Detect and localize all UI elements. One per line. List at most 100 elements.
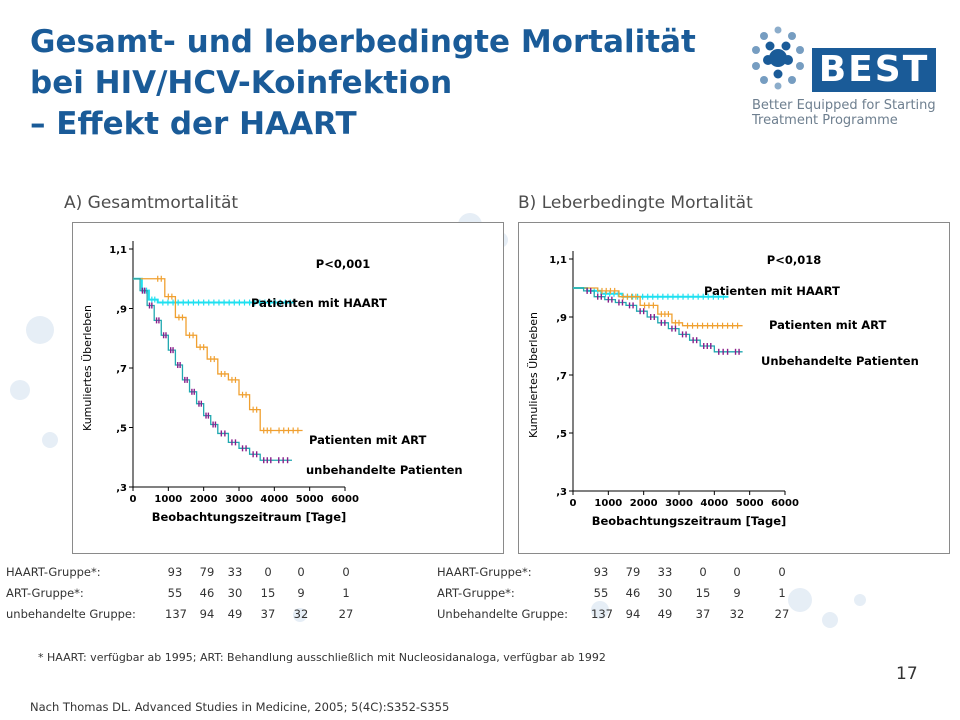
row-value: 49 — [657, 607, 673, 621]
row-value: 33 — [227, 565, 243, 579]
row-value: 93 — [167, 565, 183, 579]
row-value: 49 — [227, 607, 243, 621]
row-label: Unbehandelte Gruppe: — [437, 607, 568, 621]
row-value: 0 — [264, 565, 272, 579]
row-value: 27 — [774, 607, 790, 621]
table-row: Unbehandelte Gruppe: 137 94 49 37 32 27 — [437, 607, 857, 628]
x-tick-label: 6000 — [771, 498, 799, 509]
row-value: 0 — [342, 565, 350, 579]
x-tick-label: 1000 — [154, 494, 182, 505]
row-label: ART-Gruppe*: — [6, 586, 84, 600]
dot-sphere-icon — [752, 26, 804, 90]
chart-panel-b: ,3 ,5 ,7 ,9 1,1 0 1000 2000 3000 4000 5000 6000 Beob… — [518, 222, 950, 554]
x-tick-label: 5000 — [736, 498, 764, 509]
series-label-3: Unbehandelte Patienten — [761, 354, 919, 368]
panel-b-title: B) Leberbedingte Mortalität — [518, 193, 753, 213]
x-tick-label: 6000 — [331, 494, 359, 505]
row-value: 0 — [778, 565, 786, 579]
y-axis-title: Kumuliertes Überleben — [81, 305, 94, 431]
row-value: 93 — [593, 565, 609, 579]
p-value: P<0,001 — [316, 257, 370, 271]
km-chart-a: ,3 ,5 ,7 ,9 1,1 0 1000 2000 3000 4000 5000 6000 Beob… — [81, 241, 463, 524]
row-value: 0 — [297, 565, 305, 579]
y-tick-label: ,9 — [556, 313, 567, 324]
x-tick-label: 4000 — [260, 494, 288, 505]
y-tick-label: 1,1 — [549, 255, 567, 266]
row-value: 37 — [260, 607, 276, 621]
x-tick-label: 4000 — [700, 498, 728, 509]
row-label: HAART-Gruppe*: — [437, 565, 532, 579]
row-value: 30 — [657, 586, 673, 600]
row-value: 1 — [342, 586, 350, 600]
row-value: 37 — [695, 607, 711, 621]
row-value: 1 — [778, 586, 786, 600]
y-tick-label: ,7 — [116, 364, 127, 375]
row-value: 32 — [729, 607, 745, 621]
row-value: 32 — [293, 607, 309, 621]
row-value: 137 — [591, 607, 613, 621]
row-value: 9 — [297, 586, 305, 600]
series-line-1 — [133, 277, 296, 304]
y-tick-label: ,5 — [116, 424, 127, 435]
row-value: 46 — [199, 586, 215, 600]
series-label-1: Patienten mit HAART — [251, 296, 387, 310]
y-axis-title: Kumuliertes Überleben — [527, 312, 540, 438]
row-value: 15 — [695, 586, 711, 600]
y-tick-label: ,3 — [116, 483, 127, 494]
x-tick-label: 2000 — [190, 494, 218, 505]
series-label-2: Patienten mit ART — [309, 433, 426, 447]
row-value: 94 — [625, 607, 641, 621]
slide-title: Gesamt- und leberbedingte Mortalität bei… — [30, 22, 720, 145]
x-tick-label: 5000 — [296, 494, 324, 505]
x-tick-label: 3000 — [225, 494, 253, 505]
x-axis-title: Beobachtungszeitraum [Tage] — [592, 514, 787, 528]
row-value: 33 — [657, 565, 673, 579]
km-chart-b: ,3 ,5 ,7 ,9 1,1 0 1000 2000 3000 4000 5000 6000 Beob… — [527, 251, 919, 528]
table-row: HAART-Gruppe*: 93 79 33 0 0 0 — [6, 565, 426, 586]
footnote: * HAART: verfügbar ab 1995; ART: Behandl… — [38, 651, 606, 664]
row-value: 15 — [260, 586, 276, 600]
row-value: 79 — [625, 565, 641, 579]
numbers-at-risk-left: HAART-Gruppe*: 93 79 33 0 0 0 ART-Gruppe*: 55 46 3… — [6, 565, 426, 628]
row-label: HAART-Gruppe*: — [6, 565, 101, 579]
chart-panel-a: ,3 ,5 ,7 ,9 1,1 0 1000 2000 3000 4000 5000 6000 Beob… — [72, 222, 504, 554]
x-tick-label: 0 — [130, 494, 137, 505]
logo-tagline-1: Better Equipped for Starting — [752, 98, 936, 113]
row-value: 55 — [593, 586, 609, 600]
series-label-1: Patienten mit HAART — [704, 284, 840, 298]
row-value: 0 — [733, 565, 741, 579]
table-row: unbehandelte Gruppe: 137 94 49 37 32 27 — [6, 607, 426, 628]
y-tick-label: ,7 — [556, 371, 567, 382]
x-tick-label: 0 — [570, 498, 577, 509]
x-axis-title: Beobachtungszeitraum [Tage] — [152, 510, 347, 524]
y-tick-label: ,5 — [556, 429, 567, 440]
row-value: 27 — [338, 607, 354, 621]
x-tick-label: 2000 — [630, 498, 658, 509]
title-line-2: bei HIV/HCV-Koinfektion — [30, 65, 453, 101]
source-citation: Nach Thomas DL. Advanced Studies in Medi… — [30, 700, 450, 714]
logo-tagline-2: Treatment Programme — [752, 113, 898, 128]
row-value: 79 — [199, 565, 215, 579]
series-line-2 — [133, 278, 303, 432]
title-line-1: Gesamt- und leberbedingte Mortalität — [30, 24, 696, 60]
title-line-3: – Effekt der HAART — [30, 106, 357, 142]
page-number: 17 — [896, 664, 918, 684]
series-label-3: unbehandelte Patienten — [306, 463, 463, 477]
table-row: HAART-Gruppe*: 93 79 33 0 0 0 — [437, 565, 857, 586]
row-label: ART-Gruppe*: — [437, 586, 515, 600]
table-row: ART-Gruppe*: 55 46 30 15 9 1 — [6, 586, 426, 607]
row-value: 137 — [165, 607, 187, 621]
row-label: unbehandelte Gruppe: — [6, 607, 136, 621]
row-value: 55 — [167, 586, 183, 600]
y-tick-label: 1,1 — [109, 245, 127, 256]
row-value: 94 — [199, 607, 215, 621]
series-label-2: Patienten mit ART — [769, 318, 886, 332]
logo-word: BEST — [812, 48, 936, 92]
best-logo: BEST Better Equipped for Starting Treatm… — [738, 18, 938, 128]
row-value: 30 — [227, 586, 243, 600]
x-tick-label: 3000 — [665, 498, 693, 509]
x-tick-label: 1000 — [594, 498, 622, 509]
row-value: 0 — [699, 565, 707, 579]
p-value: P<0,018 — [767, 253, 821, 267]
row-value: 46 — [625, 586, 641, 600]
